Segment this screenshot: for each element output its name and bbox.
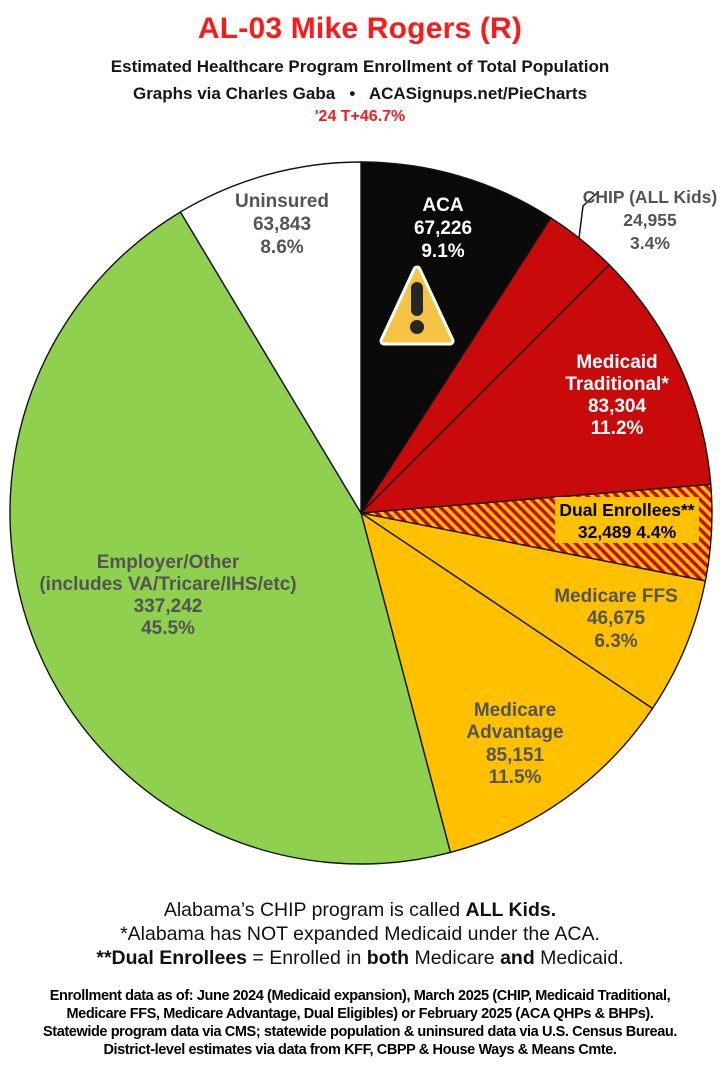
pie-slice-madv — [360, 512, 654, 854]
pie-label-uninsured: Uninsured — [235, 191, 329, 212]
note-line: *Alabama has NOT expanded Medicaid under… — [120, 923, 600, 945]
pie-label-uninsured: 8.6% — [260, 237, 303, 258]
pie-label-medicaid: Medicaid — [576, 352, 657, 373]
pie-label-aca: 67,226 — [414, 218, 472, 239]
pie-label-employer: (includes VA/Tricare/IHS/etc) — [39, 574, 296, 595]
pie-label-aca: 9.1% — [421, 241, 464, 262]
dual-label-background — [555, 497, 699, 543]
pie-slice-employer — [9, 211, 452, 865]
chip-leader-line — [578, 192, 598, 239]
page-title: AL-03 Mike Rogers (R) — [197, 12, 523, 45]
pie-label-medicaid: Traditional* — [565, 374, 669, 395]
pie-slice-aca — [360, 161, 552, 514]
pie-label-chip: 24,955 — [623, 210, 677, 230]
note-line: **Dual Enrollees = Enrolled in both Medi… — [96, 947, 624, 969]
pie-label-medicaid: 11.2% — [591, 418, 644, 439]
trend-badge: '24 T+46.7% — [314, 108, 406, 125]
pie-slice-medicaid — [360, 264, 712, 514]
pie-label-chip: 3.4% — [630, 233, 670, 253]
pie-label-aca: ACA — [422, 195, 463, 216]
pie-label-chip: CHIP (ALL Kids) — [583, 187, 718, 207]
warning-triangle-icon — [379, 265, 455, 346]
pie-slice-ffs — [360, 512, 707, 710]
pie-label-medicaid: 83,304 — [588, 396, 647, 417]
subtitle: Estimated Healthcare Program Enrollment … — [110, 57, 610, 76]
credit-line: Graphs via Charles Gaba • ACASignups.net… — [132, 84, 588, 103]
pie-label-employer: 45.5% — [141, 618, 195, 639]
pie-slice-uninsured — [179, 161, 362, 514]
footnotes: Alabama’s CHIP program is called ALL Kid… — [0, 898, 720, 970]
fine-print-line: Enrollment data as of: June 2024 (Medica… — [49, 988, 671, 1004]
pie-label-madv: Advantage — [466, 722, 563, 743]
pie-label-dual: Dual Enrollees** — [559, 500, 694, 520]
pie-label-employer: 337,242 — [134, 596, 203, 617]
pie-label-madv: Medicare — [474, 700, 556, 721]
fine-print-line: Statewide program data via CMS; statewid… — [43, 1024, 677, 1040]
source-fine-print: Enrollment data as of: June 2024 (Medica… — [0, 987, 720, 1059]
pie-label-ffs: Medicare FFS — [554, 586, 678, 607]
pie-label-dual: 32,489 4.4% — [578, 522, 677, 542]
pie-label-ffs: 6.3% — [594, 631, 637, 652]
fine-print-line: District-level estimates via data from K… — [103, 1042, 617, 1058]
pie-label-ffs: 46,675 — [587, 608, 646, 629]
note-line: Alabama’s CHIP program is called ALL Kid… — [163, 899, 557, 921]
fine-print-line: Medicare FFS, Medicare Advantage, Dual E… — [66, 1006, 654, 1022]
pie-label-madv: 11.5% — [489, 767, 542, 788]
pie-label-employer: Employer/Other — [97, 552, 240, 573]
pie-label-uninsured: 63,843 — [253, 214, 311, 235]
pie-label-madv: 85,151 — [486, 745, 545, 766]
